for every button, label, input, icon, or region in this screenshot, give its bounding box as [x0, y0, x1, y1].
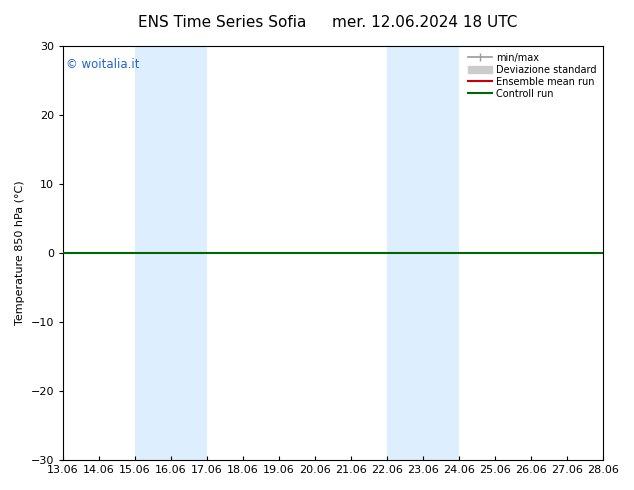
- Bar: [135, 46, 207, 460]
- Legend: min/max, Deviazione standard, Ensemble mean run, Controll run: min/max, Deviazione standard, Ensemble m…: [465, 51, 598, 100]
- Text: mer. 12.06.2024 18 UTC: mer. 12.06.2024 18 UTC: [332, 15, 517, 30]
- Y-axis label: Temperature 850 hPa (°C): Temperature 850 hPa (°C): [15, 181, 25, 325]
- Text: ENS Time Series Sofia: ENS Time Series Sofia: [138, 15, 306, 30]
- Bar: [387, 46, 459, 460]
- Text: © woitalia.it: © woitalia.it: [66, 58, 139, 72]
